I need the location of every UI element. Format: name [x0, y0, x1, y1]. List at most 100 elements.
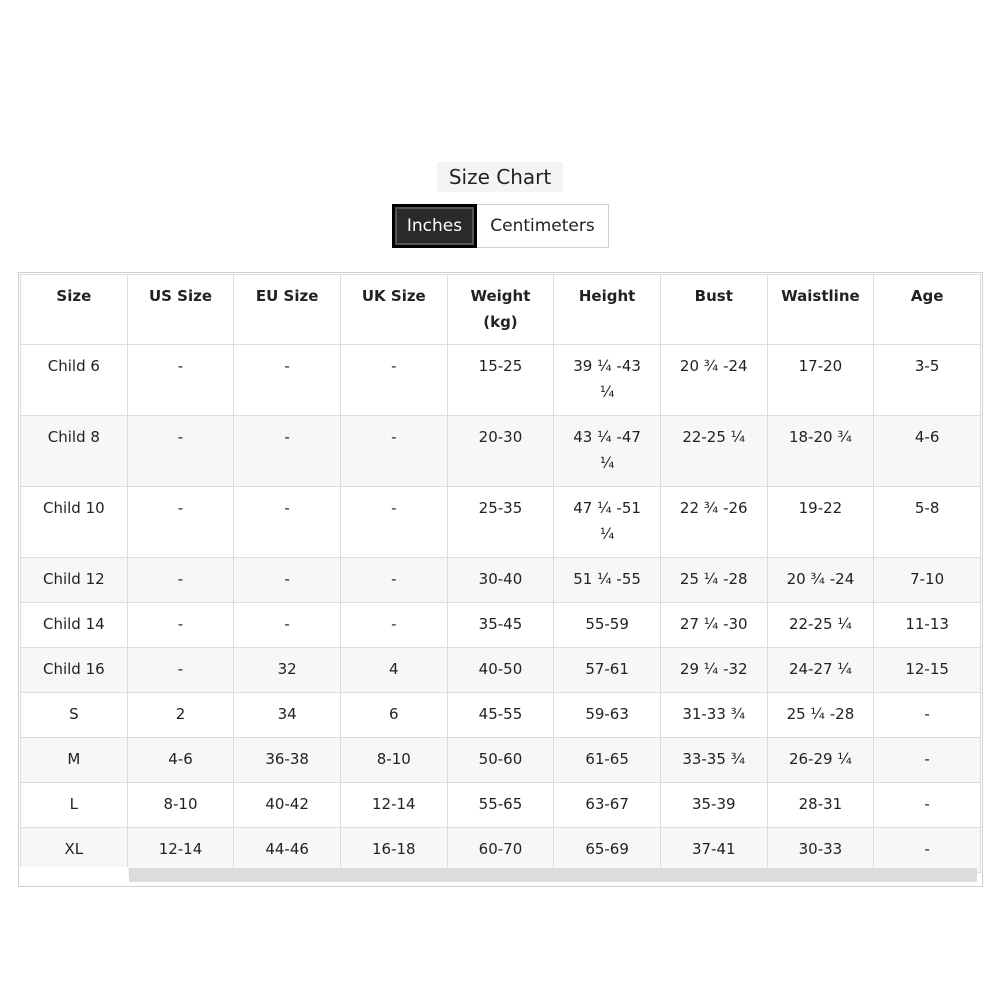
table-cell: 25-35	[446, 486, 555, 558]
table-cell: 43 ¼ -47 ¼	[553, 415, 661, 487]
table-cell: -	[873, 737, 981, 783]
table-cell: Child 16	[20, 647, 128, 693]
table-cell: -	[873, 692, 981, 738]
table-cell: 7-10	[873, 557, 981, 603]
table-cell: 45-55	[446, 692, 555, 738]
table-body: Child 6- - -15-25 39 ¼ -43 ¼ 20 ¾ -24 17-20 3-…	[20, 344, 981, 873]
title-wrapper: Size Chart	[0, 162, 1000, 192]
table-cell: -	[126, 602, 235, 648]
header-row: Size US Size EU Size UK Size Weight (kg)…	[20, 274, 981, 345]
unit-toggle: Inches Centimeters	[392, 204, 609, 248]
table-cell: -	[126, 486, 235, 558]
scrollbar-spacer	[20, 867, 128, 885]
table-cell: -	[339, 415, 448, 487]
table-cell: Child 8	[20, 415, 128, 487]
table-cell: 36-38	[233, 737, 341, 783]
table-row: M 4-6 36-38 8-10 50-60 61-65 33-35 ¾ 26-29 ¼-	[20, 737, 981, 783]
table-cell: -	[233, 557, 341, 603]
table-cell: -	[339, 344, 448, 416]
table-cell: 4	[339, 647, 448, 693]
table-cell: Child 12	[20, 557, 128, 603]
table-cell: -	[233, 415, 341, 487]
page-title: Size Chart	[436, 162, 564, 192]
table-cell: 40-50	[446, 647, 555, 693]
table-cell: Child 10	[20, 486, 128, 558]
header-eu-size: EU Size	[233, 274, 341, 345]
table-cell: 35-39	[659, 782, 768, 828]
table-cell: 18-20 ¾	[766, 415, 875, 487]
table-row: Child 16-32 4 40-50 57-61 29 ¼ -32 24-27 ¼ 12-…	[20, 647, 981, 693]
table-cell: XL	[20, 827, 128, 873]
table-cell: 51 ¼ -55	[553, 557, 661, 603]
header-waistline: Waistline	[766, 274, 875, 345]
table-row: Child 12- - -30-40 51 ¼ -55 25 ¼ -28 20 ¾ -24…	[20, 557, 981, 603]
table-cell: 26-29 ¼	[766, 737, 875, 783]
table-row: Child 14- - -35-45 55-59 27 ¼ -30 22-25 ¼ 11-1…	[20, 602, 981, 648]
table-cell: 44-46	[233, 827, 341, 873]
header-size: Size	[20, 274, 128, 345]
table-cell: 60-70	[446, 827, 555, 873]
header-us-size: US Size	[126, 274, 235, 345]
table-cell: 55-59	[553, 602, 661, 648]
table-cell: 12-14	[339, 782, 448, 828]
size-table-container: Size US Size EU Size UK Size Weight (kg)…	[18, 272, 983, 887]
table-cell: 24-27 ¼	[766, 647, 875, 693]
table-cell: 4-6	[126, 737, 235, 783]
table-cell: 8-10	[339, 737, 448, 783]
size-table: Size US Size EU Size UK Size Weight (kg)…	[20, 274, 981, 873]
centimeters-tab[interactable]: Centimeters	[477, 204, 609, 248]
table-cell: 12-15	[873, 647, 981, 693]
table-cell: 25 ¼ -28	[766, 692, 875, 738]
table-cell: -	[126, 344, 235, 416]
table-cell: -	[873, 827, 981, 873]
table-cell: 28-31	[766, 782, 875, 828]
table-cell: 55-65	[446, 782, 555, 828]
table-cell: L	[20, 782, 128, 828]
table-cell: 20 ¾ -24	[766, 557, 875, 603]
table-cell: -	[339, 602, 448, 648]
table-cell: 16-18	[339, 827, 448, 873]
header-weight: Weight (kg)	[446, 274, 555, 345]
table-cell: -	[233, 602, 341, 648]
table-cell: 19-22	[766, 486, 875, 558]
table-cell: -	[126, 557, 235, 603]
table-cell: -	[126, 415, 235, 487]
table-cell: 30-40	[446, 557, 555, 603]
table-cell: 22 ¾ -26	[659, 486, 768, 558]
header-age: Age	[873, 274, 981, 345]
table-row: Child 6- - -15-25 39 ¼ -43 ¼ 20 ¾ -24 17-20 3-…	[20, 344, 981, 416]
table-cell: 6	[339, 692, 448, 738]
table-cell: Child 14	[20, 602, 128, 648]
table-cell: 59-63	[553, 692, 661, 738]
header-height: Height	[553, 274, 661, 345]
table-row: XL 12-14 44-46 16-18 60-70 65-69 37-41 30-33-	[20, 827, 981, 873]
table-cell: 29 ¼ -32	[659, 647, 768, 693]
table-row: Child 10- - -25-35 47 ¼ -51 ¼ 22 ¾ -26 19-22 5…	[20, 486, 981, 558]
table-cell: 61-65	[553, 737, 661, 783]
table-cell: 22-25 ¼	[659, 415, 768, 487]
table-cell: 32	[233, 647, 341, 693]
table-cell: 11-13	[873, 602, 981, 648]
table-cell: 31-33 ¾	[659, 692, 768, 738]
table-cell: 30-33	[766, 827, 875, 873]
table-cell: 2	[126, 692, 235, 738]
table-cell: 15-25	[446, 344, 555, 416]
table-cell: 35-45	[446, 602, 555, 648]
table-row: L 8-10 40-42 12-14 55-65 63-67 35-39 28-31-	[20, 782, 981, 828]
horizontal-scrollbar[interactable]	[129, 868, 977, 882]
table-cell: 3-5	[873, 344, 981, 416]
table-cell: 17-20	[766, 344, 875, 416]
table-row: S 2 34 6 45-55 59-63 31-33 ¾ 25 ¼ -28-	[20, 692, 981, 738]
table-cell: 5-8	[873, 486, 981, 558]
table-cell: 39 ¼ -43 ¼	[553, 344, 661, 416]
table-cell: 20 ¾ -24	[659, 344, 768, 416]
inches-tab[interactable]: Inches	[392, 204, 477, 248]
table-cell: 20-30	[446, 415, 555, 487]
table-cell: 27 ¼ -30	[659, 602, 768, 648]
table-cell: -	[233, 344, 341, 416]
table-cell: 37-41	[659, 827, 768, 873]
table-cell: 8-10	[126, 782, 235, 828]
table-cell: 12-14	[126, 827, 235, 873]
